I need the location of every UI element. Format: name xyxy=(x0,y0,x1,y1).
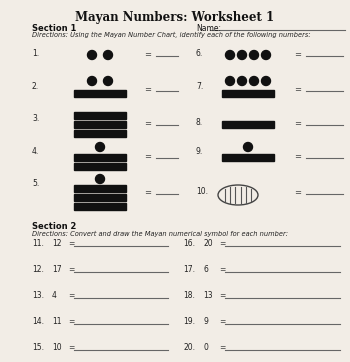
Text: =: = xyxy=(145,119,152,129)
Text: =: = xyxy=(68,291,74,300)
Bar xyxy=(74,89,126,97)
Text: 13: 13 xyxy=(203,291,213,300)
Text: 9.: 9. xyxy=(196,147,203,156)
Text: 6: 6 xyxy=(203,265,208,274)
Text: 14.: 14. xyxy=(32,317,44,327)
Text: 17.: 17. xyxy=(183,265,195,274)
Bar xyxy=(74,111,126,118)
Text: =: = xyxy=(68,240,74,248)
Circle shape xyxy=(261,76,271,85)
Text: 17: 17 xyxy=(52,265,62,274)
Text: Name:: Name: xyxy=(196,24,221,33)
Text: =: = xyxy=(219,317,225,327)
Text: 8.: 8. xyxy=(196,118,203,127)
Text: =: = xyxy=(68,344,74,353)
Text: =: = xyxy=(294,152,301,161)
Text: 9: 9 xyxy=(203,317,208,327)
Circle shape xyxy=(238,51,246,59)
Text: 10: 10 xyxy=(52,344,62,353)
Text: 19.: 19. xyxy=(183,317,195,327)
Text: =: = xyxy=(145,189,152,198)
Circle shape xyxy=(104,51,112,59)
Circle shape xyxy=(250,51,259,59)
Text: Mayan Numbers: Worksheet 1: Mayan Numbers: Worksheet 1 xyxy=(76,11,274,24)
Circle shape xyxy=(238,76,246,85)
Text: 1.: 1. xyxy=(32,49,39,58)
Text: 10.: 10. xyxy=(196,187,208,196)
Text: =: = xyxy=(145,85,152,94)
Bar xyxy=(222,89,274,97)
Text: =: = xyxy=(219,265,225,274)
Bar xyxy=(222,121,274,127)
Text: =: = xyxy=(219,291,225,300)
Text: 12: 12 xyxy=(52,240,62,248)
Text: 6.: 6. xyxy=(196,49,203,58)
Text: 11.: 11. xyxy=(32,240,44,248)
Bar xyxy=(74,194,126,201)
Bar xyxy=(74,202,126,210)
Text: 16.: 16. xyxy=(183,240,195,248)
Text: Directions: Convert and draw the Mayan numerical symbol for each number:: Directions: Convert and draw the Mayan n… xyxy=(32,231,288,237)
Text: 4.: 4. xyxy=(32,147,39,156)
Text: 13.: 13. xyxy=(32,291,44,300)
Text: 5.: 5. xyxy=(32,179,39,188)
Bar xyxy=(222,153,274,160)
Circle shape xyxy=(88,76,97,85)
Circle shape xyxy=(104,76,112,85)
Text: 3.: 3. xyxy=(32,114,39,123)
Circle shape xyxy=(225,51,234,59)
Text: =: = xyxy=(294,119,301,129)
Circle shape xyxy=(261,51,271,59)
Circle shape xyxy=(96,174,105,184)
Text: =: = xyxy=(219,240,225,248)
Text: =: = xyxy=(294,189,301,198)
Circle shape xyxy=(250,76,259,85)
Text: 15.: 15. xyxy=(32,344,44,353)
Text: 0: 0 xyxy=(203,344,208,353)
Text: =: = xyxy=(68,265,74,274)
Text: Directions: Using the Mayan Number Chart, identify each of the following numbers: Directions: Using the Mayan Number Chart… xyxy=(32,32,311,38)
Text: =: = xyxy=(219,344,225,353)
Text: 18.: 18. xyxy=(183,291,195,300)
Circle shape xyxy=(88,51,97,59)
Text: =: = xyxy=(68,317,74,327)
Text: 20: 20 xyxy=(203,240,213,248)
Text: =: = xyxy=(294,85,301,94)
Circle shape xyxy=(96,143,105,152)
Bar xyxy=(74,153,126,160)
Bar xyxy=(74,185,126,191)
Text: =: = xyxy=(294,51,301,59)
Text: 20.: 20. xyxy=(183,344,195,353)
Text: 7.: 7. xyxy=(196,82,203,91)
Bar xyxy=(74,121,126,127)
Bar xyxy=(74,130,126,136)
Ellipse shape xyxy=(218,185,258,205)
Text: =: = xyxy=(145,152,152,161)
Text: Section 1: Section 1 xyxy=(32,24,76,33)
Circle shape xyxy=(244,143,252,152)
Text: 11: 11 xyxy=(52,317,62,327)
Bar xyxy=(74,163,126,169)
Text: 4: 4 xyxy=(52,291,57,300)
Text: Section 2: Section 2 xyxy=(32,222,76,231)
Circle shape xyxy=(225,76,234,85)
Text: 2.: 2. xyxy=(32,82,39,91)
Text: 12.: 12. xyxy=(32,265,44,274)
Text: =: = xyxy=(145,51,152,59)
